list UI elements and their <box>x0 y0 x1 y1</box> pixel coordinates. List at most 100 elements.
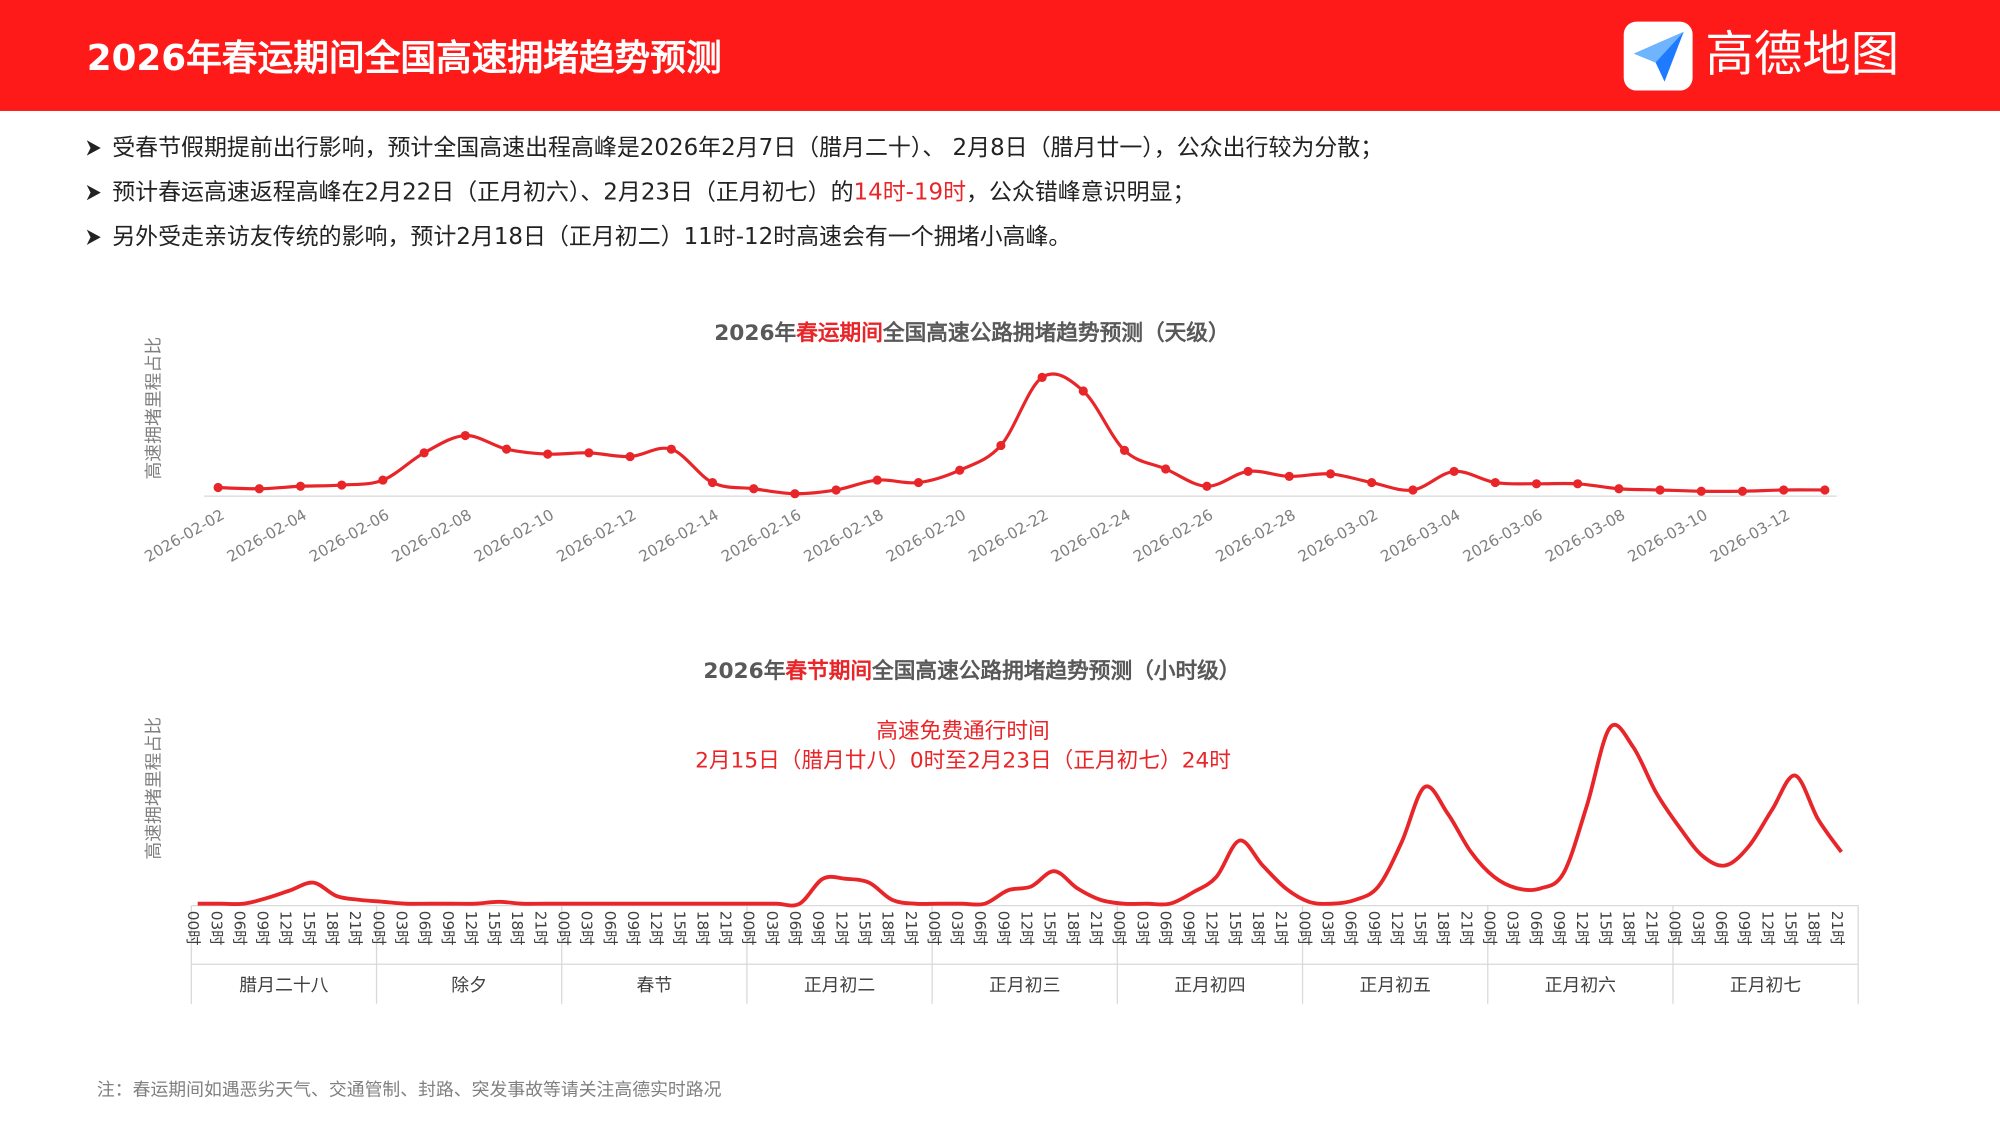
x-tick-label: 15时 <box>855 911 873 946</box>
x-tick-label: 21时 <box>1643 911 1661 946</box>
x-tick-label: 18时 <box>1805 911 1823 946</box>
line-series <box>197 723 1843 908</box>
x-tick-label: 21时 <box>1457 911 1475 946</box>
point <box>1614 484 1624 494</box>
x-tick-label: 12时 <box>1018 911 1036 946</box>
point <box>1655 485 1665 495</box>
x-tick-label: 2026-02-02 <box>141 506 227 566</box>
annotation: 高速免费通行时间 <box>876 719 1049 744</box>
point <box>1531 479 1542 489</box>
point <box>1779 485 1789 495</box>
x-tick-label: 12时 <box>832 911 850 946</box>
x-tick-label: 00时 <box>1295 911 1313 946</box>
x-tick-label: 15时 <box>1226 911 1244 946</box>
x-tick-label: 09时 <box>1550 911 1568 946</box>
point <box>707 477 718 488</box>
group-label: 腊月二十八 <box>239 975 328 996</box>
x-tick-label: 06时 <box>601 911 619 946</box>
point <box>1408 485 1418 495</box>
annotation: 2月15日（腊月廿八）0时至2月23日（正月初七）24时 <box>695 748 1231 773</box>
chart-title-part: 春运期间 <box>796 321 883 346</box>
x-tick-label: 03时 <box>1504 911 1522 946</box>
group-label: 正月初二 <box>804 975 875 996</box>
chart-title: 2026年春节期间全国高速公路拥堵趋势预测（小时级） <box>703 658 1240 684</box>
bullets: 受春节假期提前出行影响，预计全国高速出程高峰是2026年2月7日（腊月二十）、 … <box>86 134 1383 250</box>
x-tick-label: 21时 <box>1087 911 1105 946</box>
chart-title: 2026年春运期间全国高速公路拥堵趋势预测（天级） <box>714 320 1229 346</box>
group-label: 正月初六 <box>1545 975 1616 996</box>
point <box>1696 486 1706 496</box>
x-tick-label: 15时 <box>1041 911 1059 946</box>
point <box>501 444 512 454</box>
x-tick-label: 2026-03-12 <box>1707 506 1793 566</box>
bullet-text: 受春节假期提前出行影响，预计全国高速出程高峰是2026年2月7日（腊月二十）、 … <box>112 134 1383 160</box>
bullet-text-part: 预计春运高速返程高峰在2月22日（正月初六）、2月23日（正月初七）的 <box>112 179 853 205</box>
point <box>1820 485 1830 495</box>
point <box>460 430 470 441</box>
point <box>1119 445 1130 455</box>
x-tick-label: 2026-02-18 <box>801 506 887 566</box>
x-tick-label: 09时 <box>439 911 457 946</box>
x-tick-label: 06时 <box>1342 911 1360 946</box>
y-axis-label: 高速拥堵里程占比 <box>143 337 164 480</box>
x-tick-label: 00时 <box>740 911 758 946</box>
x-tick-label: 09时 <box>809 911 827 946</box>
point <box>872 475 882 485</box>
group-label: 正月初三 <box>989 975 1060 996</box>
point <box>543 449 553 459</box>
bullet-text-part: 另外受走亲访友传统的影响，预计2月18日（正月初二）11时-12时高速会有一个拥… <box>112 224 1071 250</box>
x-tick-label: 2026-02-06 <box>306 506 392 566</box>
x-tick-label: 2026-02-16 <box>718 506 804 566</box>
point <box>955 465 965 475</box>
chart-title-part: 2026年 <box>714 320 796 346</box>
x-tick-label: 12时 <box>277 911 295 946</box>
bullet-text-part: 受春节假期提前出行影响，预计全国高速出程高峰是2026年2月7日（腊月二十）、 … <box>112 134 1383 160</box>
x-tick-label: 18时 <box>323 911 341 946</box>
group-label: 春节 <box>636 975 672 996</box>
x-tick-label: 09时 <box>1735 911 1753 946</box>
x-tick-label: 06时 <box>1156 911 1174 946</box>
x-tick-label: 18时 <box>508 911 526 946</box>
x-tick-label: 12时 <box>1203 911 1221 946</box>
point <box>295 481 306 491</box>
x-tick-label: 03时 <box>948 911 966 946</box>
x-tick-label: 12时 <box>647 911 665 946</box>
point <box>1367 477 1377 488</box>
x-tick-label: 00时 <box>925 911 943 946</box>
x-tick-label: 03时 <box>1689 911 1707 946</box>
point <box>1202 481 1212 491</box>
x-tick-label: 09时 <box>994 911 1012 946</box>
x-tick-label: 03时 <box>392 911 410 946</box>
x-tick-label: 00时 <box>369 911 387 946</box>
x-tick-label: 15时 <box>1411 911 1429 946</box>
x-tick-label: 15时 <box>300 911 318 946</box>
footnote: 注：春运期间如遇恶劣天气、交通管制、封路、突发事故等请关注高德实时路况 <box>97 1080 722 1101</box>
x-tick-label: 09时 <box>1180 911 1198 946</box>
bullet-text: 预计春运高速返程高峰在2月22日（正月初六）、2月23日（正月初七）的14时-1… <box>112 179 1195 205</box>
x-tick-label: 21时 <box>902 911 920 946</box>
logo-text: 高德地图 <box>1705 26 1899 82</box>
x-tick-label: 2026-02-14 <box>636 506 722 566</box>
point <box>378 475 388 485</box>
point <box>790 489 800 499</box>
x-tick-label: 03时 <box>1133 911 1151 946</box>
point <box>1161 464 1171 474</box>
x-tick-label: 12时 <box>1388 911 1406 946</box>
point <box>625 451 635 462</box>
x-tick-label: 12时 <box>1758 911 1776 946</box>
x-tick-label: 21时 <box>346 911 364 946</box>
x-tick-label: 2026-02-08 <box>389 506 475 566</box>
x-tick-label: 00时 <box>1481 911 1499 946</box>
x-tick-label: 2026-02-24 <box>1048 506 1134 566</box>
x-tick-label: 2026-03-08 <box>1542 506 1628 566</box>
x-tick-label: 2026-02-28 <box>1213 506 1299 566</box>
x-tick-label: 15时 <box>670 911 688 946</box>
point <box>1449 466 1459 477</box>
x-tick-label: 06时 <box>786 911 804 946</box>
x-tick-label: 18时 <box>1434 911 1452 946</box>
x-tick-label: 2026-02-10 <box>471 506 557 566</box>
bullet-marker <box>86 229 101 245</box>
daily-chart: 2026年春运期间全国高速公路拥堵趋势预测（天级） 高速拥堵里程占比 2026-02… <box>141 320 1837 566</box>
x-tick-label: 18时 <box>693 911 711 946</box>
